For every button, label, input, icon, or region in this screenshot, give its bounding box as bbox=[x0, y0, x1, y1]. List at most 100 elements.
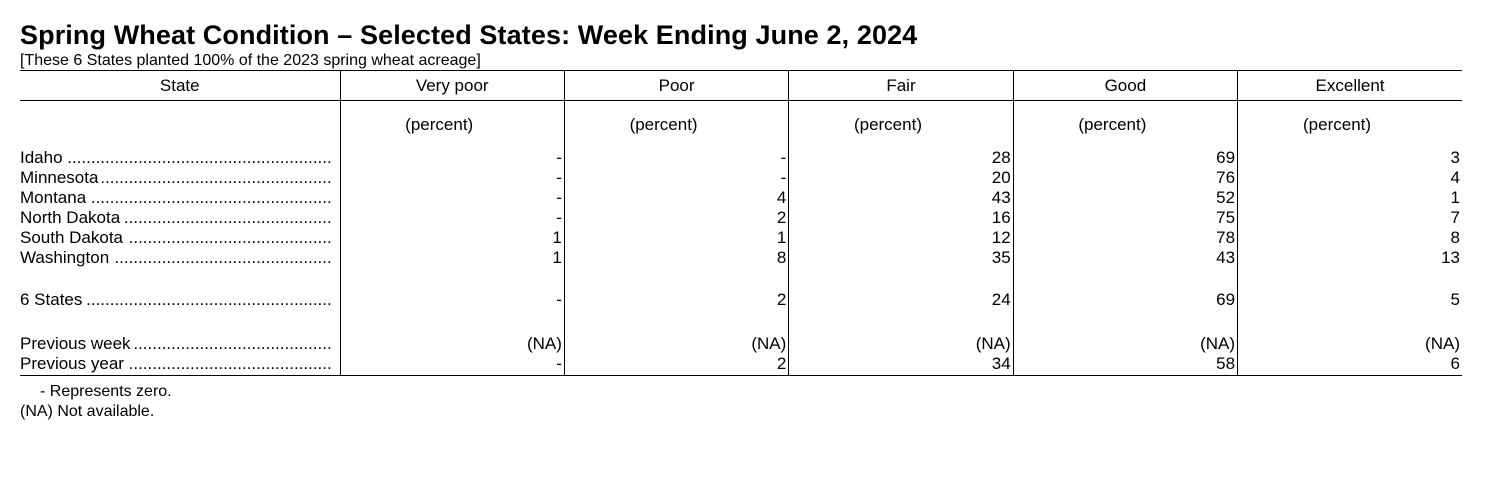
unit-cell: (percent) bbox=[563, 100, 789, 148]
units-row: (percent) (percent) (percent) (percent) … bbox=[20, 100, 1462, 149]
column-header-very-poor: Very poor bbox=[339, 70, 565, 101]
spacer-cell bbox=[1012, 268, 1238, 290]
footnote-na: (NA) Not available. bbox=[20, 403, 155, 420]
value-cell: 43 bbox=[1012, 248, 1238, 268]
value-cell: 28 bbox=[788, 148, 1014, 168]
value-cell: - bbox=[339, 168, 565, 188]
value-cell: 4 bbox=[1237, 168, 1462, 188]
state-row: ........................................… bbox=[20, 148, 1462, 168]
row-label: Idaho bbox=[20, 148, 67, 167]
value-cell: - bbox=[339, 290, 565, 310]
spacer-cell bbox=[563, 268, 789, 290]
spacer-cell bbox=[339, 310, 565, 334]
value-cell: 2 bbox=[563, 290, 789, 310]
value-cell: 69 bbox=[1012, 148, 1238, 168]
spacer-cell bbox=[1012, 310, 1238, 334]
row-label: Washington bbox=[20, 248, 114, 267]
state-row: ........................................… bbox=[20, 248, 1462, 268]
spacer-cell bbox=[788, 268, 1014, 290]
value-cell: 7 bbox=[1237, 208, 1462, 228]
row-label-cell: ........................................… bbox=[20, 228, 340, 248]
value-cell: 43 bbox=[788, 188, 1014, 208]
value-cell: (NA) bbox=[1012, 334, 1238, 354]
value-cell: (NA) bbox=[788, 334, 1014, 354]
value-cell: - bbox=[339, 188, 565, 208]
value-cell: 6 bbox=[1237, 354, 1462, 376]
row-label-cell: ........................................… bbox=[20, 334, 340, 354]
value-cell: (NA) bbox=[1237, 334, 1462, 354]
value-cell: 2 bbox=[563, 354, 789, 376]
value-cell: 34 bbox=[788, 354, 1014, 376]
value-cell: 24 bbox=[788, 290, 1014, 310]
value-cell: 12 bbox=[788, 228, 1014, 248]
row-label-cell: ........................................… bbox=[20, 148, 340, 168]
value-cell: 4 bbox=[563, 188, 789, 208]
spacer-cell bbox=[20, 268, 340, 290]
column-header-poor: Poor bbox=[563, 70, 789, 101]
spacer-cell bbox=[1237, 310, 1462, 334]
row-label-cell: ........................................… bbox=[20, 290, 340, 310]
leader-dots: ........................................… bbox=[20, 188, 332, 207]
value-cell: - bbox=[339, 208, 565, 228]
value-cell: 8 bbox=[563, 248, 789, 268]
spacer-cell bbox=[1237, 268, 1462, 290]
value-cell: - bbox=[563, 148, 789, 168]
state-row: ........................................… bbox=[20, 228, 1462, 248]
value-cell: 52 bbox=[1012, 188, 1238, 208]
value-cell: 1 bbox=[339, 228, 565, 248]
state-row: ........................................… bbox=[20, 208, 1462, 228]
unit-cell: (percent) bbox=[1237, 100, 1462, 148]
state-row: ........................................… bbox=[20, 168, 1462, 188]
row-label-cell: ........................................… bbox=[20, 208, 340, 228]
row-label-cell: ........................................… bbox=[20, 354, 340, 376]
unit-cell: (percent) bbox=[339, 100, 565, 148]
spacer-cell bbox=[788, 310, 1014, 334]
value-cell: 5 bbox=[1237, 290, 1462, 310]
spacer-cell bbox=[563, 310, 789, 334]
header-row: State Very poor Poor Fair Good Excellent bbox=[20, 70, 1462, 101]
footnote-zero: - Represents zero. bbox=[40, 383, 172, 400]
column-header-fair: Fair bbox=[788, 70, 1014, 101]
value-cell: 1 bbox=[339, 248, 565, 268]
spacer-row bbox=[20, 268, 1462, 290]
leader-dots: ........................................… bbox=[20, 148, 332, 167]
value-cell: - bbox=[339, 354, 565, 376]
value-cell: 20 bbox=[788, 168, 1014, 188]
row-label-cell: ........................................… bbox=[20, 168, 340, 188]
row-label: South Dakota bbox=[20, 228, 128, 247]
row-label: Montana bbox=[20, 188, 91, 207]
spacer-cell bbox=[339, 268, 565, 290]
value-cell: 13 bbox=[1237, 248, 1462, 268]
spacer-cell bbox=[20, 310, 340, 334]
column-header-good: Good bbox=[1012, 70, 1238, 101]
value-cell: 1 bbox=[563, 228, 789, 248]
report-page: Spring Wheat Condition – Selected States… bbox=[20, 18, 1462, 422]
value-cell: 69 bbox=[1012, 290, 1238, 310]
comparison-row: ........................................… bbox=[20, 334, 1462, 354]
column-header-excellent: Excellent bbox=[1237, 70, 1462, 101]
value-cell: 2 bbox=[563, 208, 789, 228]
value-cell: - bbox=[563, 168, 789, 188]
row-label: 6 States bbox=[20, 290, 87, 309]
column-header-state: State bbox=[20, 70, 340, 101]
value-cell: (NA) bbox=[563, 334, 789, 354]
condition-table: State Very poor Poor Fair Good Excellent… bbox=[20, 70, 1462, 376]
footnotes: - Represents zero. (NA) Not available. bbox=[20, 382, 1462, 422]
value-cell: 58 bbox=[1012, 354, 1238, 376]
leader-dots: ........................................… bbox=[20, 290, 332, 309]
units-label-cell bbox=[20, 101, 340, 149]
value-cell: 1 bbox=[1237, 188, 1462, 208]
row-label: Previous week bbox=[20, 334, 135, 353]
report-title: Spring Wheat Condition – Selected States… bbox=[20, 20, 918, 50]
row-label: Minnesota bbox=[20, 168, 103, 187]
report-subtitle: [These 6 States planted 100% of the 2023… bbox=[20, 52, 481, 69]
value-cell: 3 bbox=[1237, 148, 1462, 168]
row-label: North Dakota bbox=[20, 208, 125, 227]
value-cell: 16 bbox=[788, 208, 1014, 228]
value-cell: 78 bbox=[1012, 228, 1238, 248]
value-cell: 76 bbox=[1012, 168, 1238, 188]
value-cell: 35 bbox=[788, 248, 1014, 268]
state-row: ........................................… bbox=[20, 188, 1462, 208]
row-label: Previous year bbox=[20, 354, 128, 373]
row-label-cell: ........................................… bbox=[20, 188, 340, 208]
